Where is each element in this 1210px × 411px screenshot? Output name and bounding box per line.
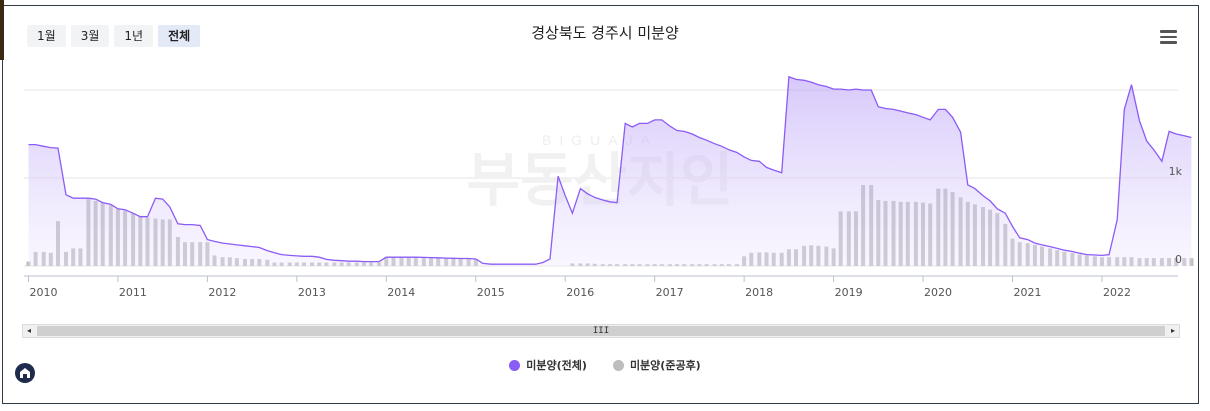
x-tick-label-2019: 2019 — [835, 286, 863, 299]
legend-label: 미분양(준공후) — [629, 359, 701, 372]
x-tick-label-2011: 2011 — [119, 286, 147, 299]
range-button-3[interactable]: 전체 — [158, 25, 201, 47]
chart-title: 경상북도 경주시 미분양 — [531, 24, 679, 42]
y-tick-label-1: 1k — [1169, 165, 1183, 178]
x-tick-label-2013: 2013 — [298, 286, 326, 299]
legend-dot-icon — [509, 359, 521, 371]
legend-dot-icon — [612, 359, 624, 371]
area-line — [28, 75, 1192, 265]
range-button-1[interactable]: 3월 — [70, 25, 110, 47]
x-tick-label-2020: 2020 — [924, 286, 952, 299]
x-tick-label-2018: 2018 — [745, 286, 773, 299]
x-tick-label-2021: 2021 — [1014, 286, 1042, 299]
x-tick-label-2022: 2022 — [1103, 286, 1131, 299]
hamburger-menu-icon[interactable] — [1160, 30, 1177, 44]
legend-item-1[interactable]: 미분양(준공후) — [612, 357, 701, 373]
scroll-grip-icon: III — [592, 326, 610, 336]
area-fill — [28, 76, 1192, 266]
x-tick-label-2010: 2010 — [29, 286, 57, 299]
y-tick-label-0: 0 — [1175, 253, 1182, 266]
x-tick-label-2015: 2015 — [477, 286, 505, 299]
x-tick-label-2017: 2017 — [656, 286, 684, 299]
x-tick-label-2014: 2014 — [387, 286, 415, 299]
x-tick-label-2016: 2016 — [566, 286, 594, 299]
corner-decoration — [0, 0, 4, 60]
navigator-scrollbar[interactable]: ◂ III ▸ — [22, 324, 1180, 338]
home-icon[interactable] — [15, 363, 35, 383]
scroll-right-arrow-icon[interactable]: ▸ — [1170, 326, 1175, 335]
legend-item-0[interactable]: 미분양(전체) — [509, 357, 587, 373]
chart-legend: 미분양(전체) 미분양(준공후) — [0, 357, 1210, 373]
legend-label: 미분양(전체) — [526, 359, 587, 372]
x-tick-label-2012: 2012 — [208, 286, 236, 299]
range-selector: 1월 3월 1년 전체 — [27, 25, 201, 47]
scroll-thumb[interactable]: III — [37, 326, 1165, 336]
range-button-0[interactable]: 1월 — [27, 25, 66, 47]
range-button-2[interactable]: 1년 — [114, 25, 154, 47]
scroll-left-arrow-icon[interactable]: ◂ — [26, 326, 31, 335]
